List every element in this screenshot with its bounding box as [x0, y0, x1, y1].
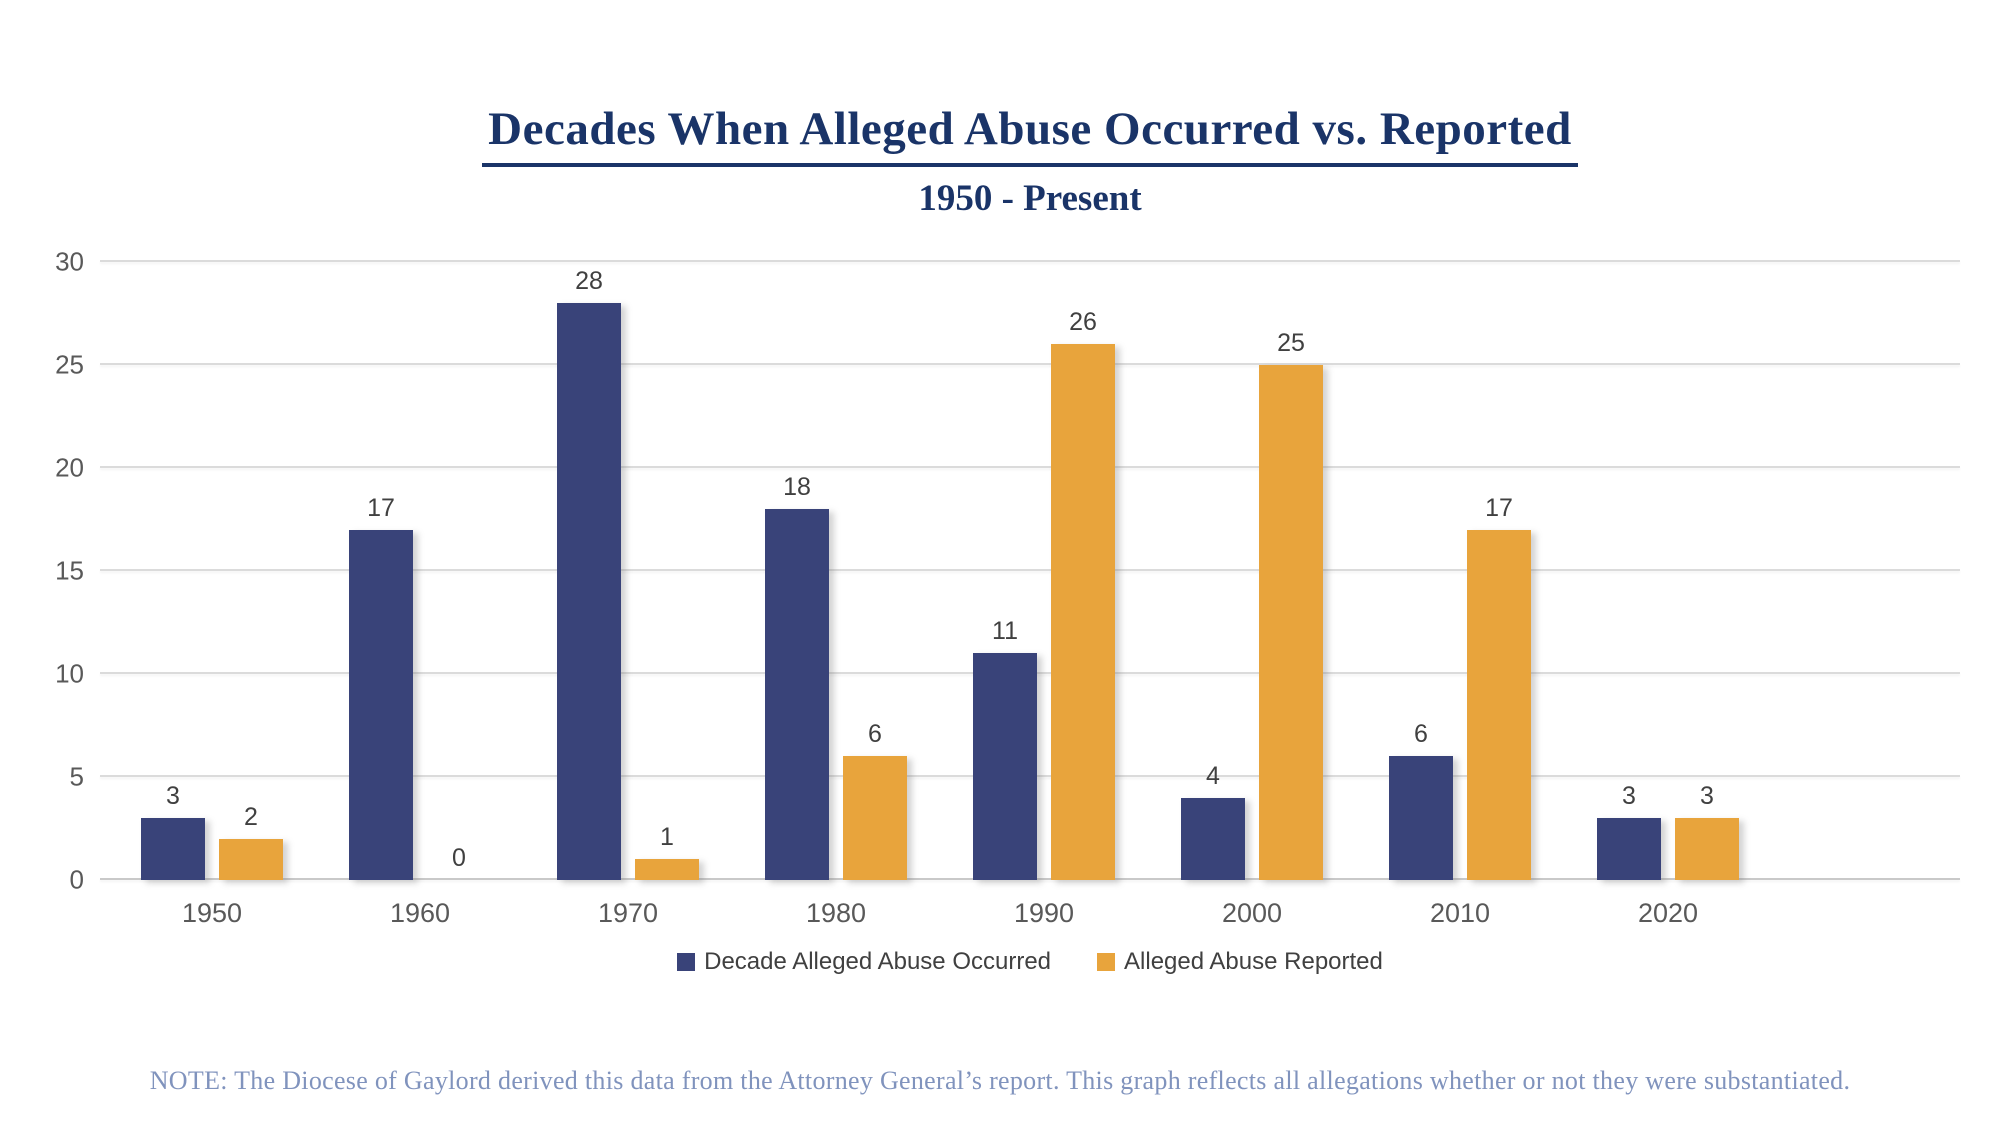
- y-tick-label: 25: [55, 349, 84, 380]
- bar-value-label: 18: [783, 473, 811, 502]
- bar: [219, 838, 283, 880]
- x-axis-labels: 1950 1960 1970 1980 1990 2000 2010 2020: [108, 898, 1772, 929]
- chart-legend: Decade Alleged Abuse Occurred Alleged Ab…: [100, 948, 1960, 976]
- bar-column: 18: [765, 473, 829, 880]
- legend-label-occurred: Decade Alleged Abuse Occurred: [704, 948, 1052, 975]
- bar: [765, 509, 829, 880]
- bar: [1597, 818, 1661, 880]
- bar-value-label: 4: [1206, 761, 1220, 790]
- bar-chart: 0 5 10 15 20 25 30 3 2 17 0 28 1 18 6 11 26 4 25 6 17 3 3 1950…: [55, 247, 1960, 1022]
- x-tick-label: 2020: [1637, 898, 1699, 928]
- bar: [1259, 365, 1323, 880]
- bar: [635, 859, 699, 880]
- bar-column: 17: [1467, 494, 1531, 880]
- x-tick-label: 2010: [1429, 898, 1491, 928]
- bar-value-label: 3: [1700, 782, 1714, 811]
- x-tick-label: 1980: [805, 898, 867, 928]
- bar: [141, 818, 205, 880]
- bar-value-label: 26: [1069, 308, 1097, 337]
- bar-group-2010: 6 17: [1356, 262, 1564, 880]
- bar-column: 3: [1675, 782, 1739, 880]
- plot-area: 0 5 10 15 20 25 30 3 2 17 0 28 1 18 6 11 26 4 25 6 17 3 3: [55, 247, 1960, 895]
- x-tick-label: 2000: [1221, 898, 1283, 928]
- bar-group-1970: 28 1: [524, 262, 732, 880]
- bar-column: 11: [973, 617, 1037, 880]
- bar: [1675, 818, 1739, 880]
- bar-value-label: 0: [452, 844, 466, 872]
- chart-subtitle: 1950 - Present: [918, 177, 1142, 219]
- bar-group-1960: 17 0: [316, 262, 524, 880]
- bar-column: 3: [141, 782, 205, 880]
- bar-value-label: 1: [660, 823, 674, 852]
- bar-column: 4: [1181, 762, 1245, 880]
- bar-column: 26: [1051, 308, 1115, 880]
- bar: [1181, 797, 1245, 880]
- gridline: [100, 569, 1960, 571]
- bar-group-2000: 4 25: [1148, 262, 1356, 880]
- bar-group-1980: 18 6: [732, 262, 940, 880]
- bar-column: 0: [427, 844, 491, 880]
- bar-column: 17: [349, 494, 413, 880]
- y-tick-label: 20: [55, 452, 84, 483]
- bar-value-label: 3: [1622, 782, 1636, 811]
- y-tick-label: 15: [55, 555, 84, 586]
- bar: [1467, 529, 1531, 880]
- y-tick-label: 0: [69, 864, 84, 895]
- y-tick-label: 5: [69, 761, 84, 792]
- bar: [557, 303, 621, 880]
- bar-value-label: 3: [166, 782, 180, 811]
- bar-value-label: 11: [992, 617, 1018, 646]
- bar-column: 1: [635, 823, 699, 880]
- legend-label-reported: Alleged Abuse Reported: [1124, 948, 1383, 975]
- bar-column: 25: [1259, 329, 1323, 880]
- x-tick-label: 1970: [597, 898, 659, 928]
- x-tick-label: 1960: [389, 898, 451, 928]
- bar-groups: 3 2 17 0 28 1 18 6 11 26 4 25 6 17 3 3: [108, 262, 1772, 880]
- x-tick-label: 1950: [181, 898, 243, 928]
- legend-item-occurred: Decade Alleged Abuse Occurred: [677, 948, 1051, 976]
- bar-column: 28: [557, 267, 621, 880]
- bar-value-label: 28: [575, 267, 603, 296]
- bar-value-label: 25: [1277, 329, 1305, 357]
- legend-swatch-navy-icon: [677, 953, 696, 971]
- x-tick-label: 1990: [1013, 898, 1075, 928]
- chart-header: Decades When Alleged Abuse Occurred vs. …: [100, 103, 1960, 220]
- bar-value-label: 6: [868, 720, 882, 749]
- bar: [349, 529, 413, 880]
- chart-title: Decades When Alleged Abuse Occurred vs. …: [482, 103, 1578, 167]
- bar-value-label: 17: [1485, 493, 1513, 522]
- gridline: [100, 260, 1960, 262]
- bar-column: 6: [1389, 720, 1453, 880]
- footnote: NOTE: The Diocese of Gaylord derived thi…: [149, 1066, 1851, 1095]
- bar-column: 2: [219, 803, 283, 880]
- bar: [973, 653, 1037, 880]
- bar-column: 6: [843, 720, 907, 880]
- bar-value-label: 17: [367, 493, 395, 522]
- bar-value-label: 6: [1414, 720, 1428, 749]
- bar-value-label: 2: [244, 802, 258, 831]
- y-tick-label: 30: [55, 246, 84, 277]
- legend-swatch-orange-icon: [1097, 953, 1116, 971]
- y-tick-label: 10: [55, 658, 84, 689]
- gridline: [100, 466, 1960, 468]
- gridline: [100, 363, 1960, 365]
- bar: [843, 756, 907, 880]
- bar: [1051, 344, 1115, 880]
- legend-item-reported: Alleged Abuse Reported: [1097, 948, 1383, 976]
- bar-group-1990: 11 26: [940, 262, 1148, 880]
- bar-column: 3: [1597, 782, 1661, 880]
- bar: [1389, 756, 1453, 880]
